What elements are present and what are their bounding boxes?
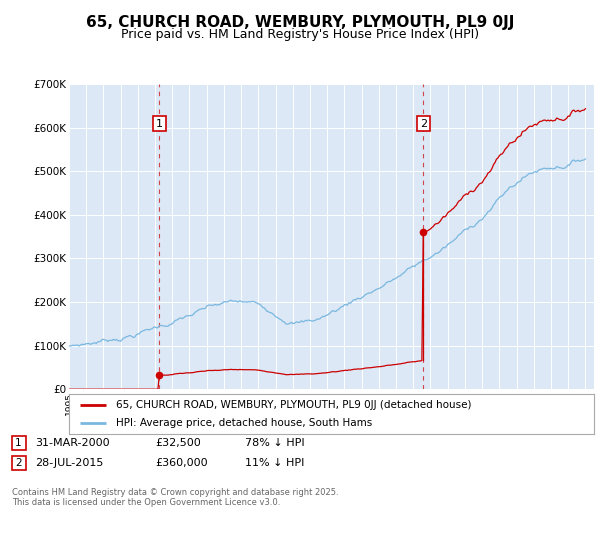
FancyBboxPatch shape [11,455,25,469]
Text: £360,000: £360,000 [155,458,208,468]
Text: 78% ↓ HPI: 78% ↓ HPI [245,438,305,448]
Text: Price paid vs. HM Land Registry's House Price Index (HPI): Price paid vs. HM Land Registry's House … [121,28,479,41]
Text: 28-JUL-2015: 28-JUL-2015 [35,458,103,468]
Text: 65, CHURCH ROAD, WEMBURY, PLYMOUTH, PL9 0JJ (detached house): 65, CHURCH ROAD, WEMBURY, PLYMOUTH, PL9 … [116,400,472,409]
Text: 65, CHURCH ROAD, WEMBURY, PLYMOUTH, PL9 0JJ: 65, CHURCH ROAD, WEMBURY, PLYMOUTH, PL9 … [86,15,514,30]
Text: 11% ↓ HPI: 11% ↓ HPI [245,458,304,468]
Text: HPI: Average price, detached house, South Hams: HPI: Average price, detached house, Sout… [116,418,373,428]
Text: Contains HM Land Registry data © Crown copyright and database right 2025.
This d: Contains HM Land Registry data © Crown c… [12,488,338,507]
Text: 2: 2 [419,119,427,129]
Text: £32,500: £32,500 [155,438,201,448]
Text: 1: 1 [156,119,163,129]
Text: 1: 1 [15,438,22,448]
Text: 31-MAR-2000: 31-MAR-2000 [35,438,110,448]
FancyBboxPatch shape [11,436,25,450]
Text: 2: 2 [15,458,22,468]
